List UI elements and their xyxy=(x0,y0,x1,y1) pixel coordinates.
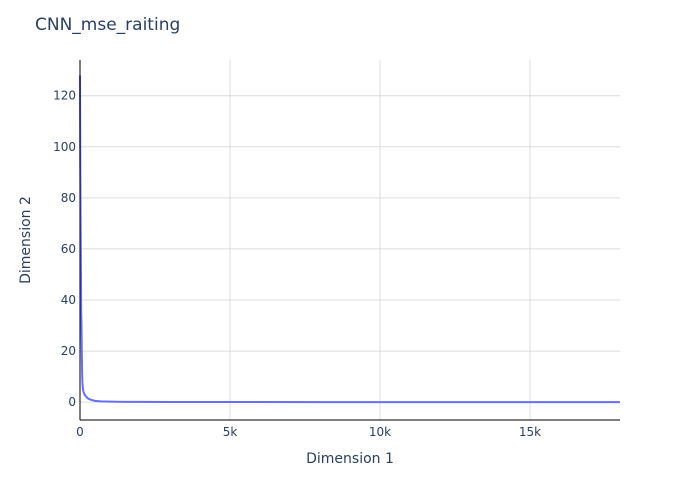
y-tick-label: 40 xyxy=(61,293,76,307)
y-tick-label: 20 xyxy=(61,344,76,358)
grid-layer xyxy=(80,60,620,420)
tick-layer: 0 20 40 60 80 100 120 0 5k 10k 15k xyxy=(53,89,541,439)
y-axis-title: Dimension 2 xyxy=(18,196,34,284)
series-line xyxy=(79,75,620,404)
y-tick-label: 120 xyxy=(53,89,76,103)
x-tick-label: 15k xyxy=(519,425,541,439)
x-tick-label: 0 xyxy=(76,425,84,439)
x-axis-title: Dimension 1 xyxy=(306,451,394,467)
y-tick-label: 60 xyxy=(61,242,76,256)
y-tick-label: 0 xyxy=(68,395,76,409)
x-tick-label: 10k xyxy=(369,425,391,439)
line-layer xyxy=(79,75,620,404)
chart-title: CNN_mse_raiting xyxy=(35,15,180,35)
x-tick-label: 5k xyxy=(223,425,238,439)
y-tick-label: 100 xyxy=(53,140,76,154)
y-tick-label: 80 xyxy=(61,191,76,205)
